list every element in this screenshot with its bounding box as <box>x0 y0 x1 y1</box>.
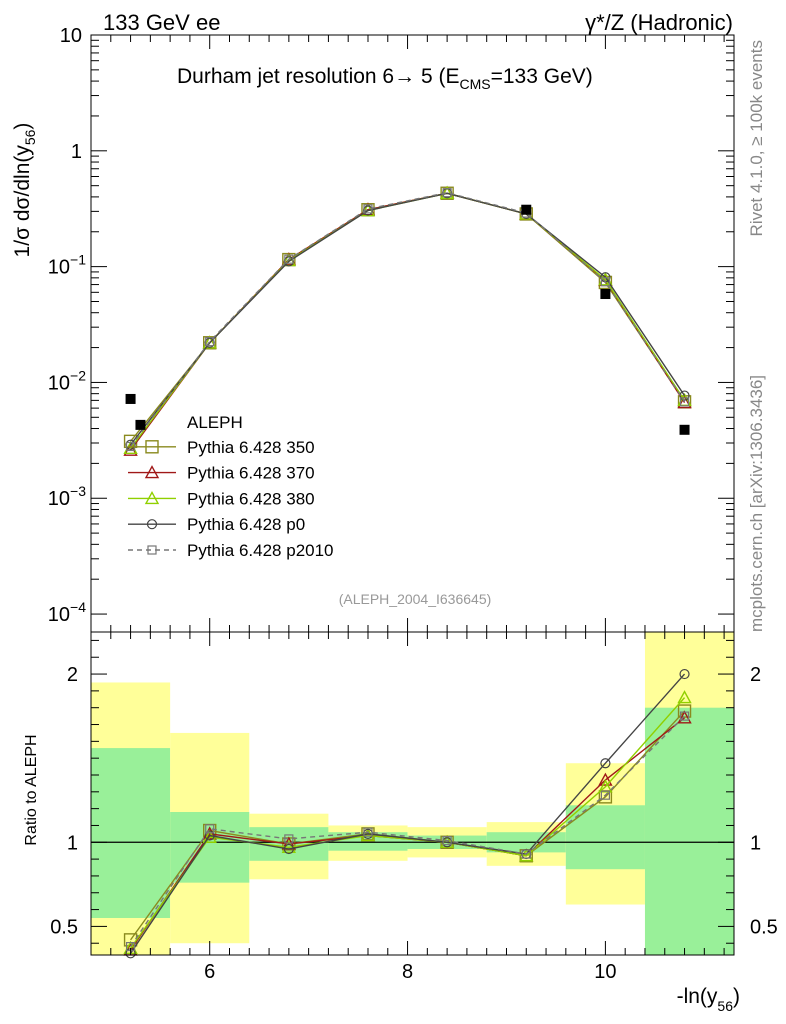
main-series-line-p350 <box>130 192 686 442</box>
ratio-point-p380 <box>677 690 692 704</box>
main-y-tick-label: 10−4 <box>48 599 86 626</box>
x-tick-label: 10 <box>594 961 616 983</box>
main-point-p2010 <box>600 277 611 287</box>
main-title-text: Durham jet resolution 6→ 5 (E <box>177 65 459 88</box>
data-point-aleph <box>521 204 532 215</box>
ratio-point-p0 <box>204 830 215 841</box>
ratio-point-p2010 <box>679 711 690 721</box>
header-left: 133 GeV ee <box>103 10 220 35</box>
main-point-p2010 <box>205 337 215 347</box>
ratio-point-p370 <box>677 710 692 724</box>
legend-label-aleph: ALEPH <box>187 413 243 432</box>
ratio-band-inner <box>170 812 250 883</box>
ratio-y-tick-label-left: 2 <box>67 664 78 686</box>
rivet-label: Rivet 4.1.0, ≥ 100k events <box>747 40 766 236</box>
main-point-p380 <box>598 272 613 286</box>
main-y-tick-label-base: 10 <box>48 372 70 394</box>
main-y-tick-label-exp: −2 <box>70 367 86 383</box>
main-series-line-p380 <box>130 192 686 449</box>
ratio-series-line-p380 <box>129 697 686 949</box>
data-point-aleph <box>125 393 136 404</box>
ratio-point-p2010 <box>205 824 215 834</box>
ratio-y-tick-label-right: 2 <box>750 664 761 686</box>
ratio-y-label: Ratio to ALEPH <box>23 734 40 845</box>
main-point-p370 <box>677 395 692 409</box>
ratio-frame <box>90 631 735 956</box>
ratio-point-p370 <box>598 772 613 786</box>
main-y-label: 1/σ dσ/dln(y56) <box>11 123 38 258</box>
ratio-band-inner <box>91 748 171 918</box>
main-title-sub: CMS <box>459 76 490 92</box>
main-point-p2010 <box>442 188 452 198</box>
legend-label-p0: Pythia 6.428 p0 <box>187 515 305 534</box>
ratio-point-p0 <box>600 758 611 769</box>
ratio-panel: 0.5 0.5 1 1 2 2 6 8 10 Ratio to ALEPH -ln(y56) <box>23 631 778 1014</box>
x-axis-label-tail: ) <box>733 985 740 1008</box>
ratio-y-tick-label-left: 1 <box>67 832 78 854</box>
legend-marker-p0 <box>146 519 158 530</box>
data-point-aleph <box>135 419 146 430</box>
analysis-tag: (ALEPH_2004_I636645) <box>339 591 492 607</box>
ratio-point-p2010 <box>363 827 373 837</box>
legend-label-p350: Pythia 6.428 350 <box>187 438 315 457</box>
x-tick-label: 6 <box>204 961 215 983</box>
ratio-point-p2010 <box>442 836 452 846</box>
main-y-label-tail: ) <box>11 123 34 130</box>
main-y-tick-label: 10−3 <box>48 483 86 510</box>
main-y-tick-label: 10−2 <box>48 367 86 394</box>
ratio-y-tick-label-left: 0.5 <box>50 916 78 938</box>
ratio-point-p0 <box>283 843 294 855</box>
main-y-label-text: 1/σ dσ/dln(y <box>11 145 34 258</box>
legend-marker-p2010 <box>147 545 157 555</box>
x-axis-label-text: -ln(y <box>677 985 718 1008</box>
main-y-tick-label-exp: −1 <box>70 252 86 268</box>
mcplots-label: mcplots.cern.ch [arXiv:1306.3436] <box>747 375 766 632</box>
main-y-label-sub: 56 <box>22 129 38 145</box>
main-y-tick-label: 10 <box>60 25 82 47</box>
legend-marker-p350 <box>145 440 159 454</box>
main-y-tick-label-exp: −3 <box>70 483 86 499</box>
ratio-band-inner <box>644 707 734 955</box>
main-y-tick-label: 1 <box>71 141 82 163</box>
main-point-p2010 <box>363 204 373 214</box>
main-point-p370 <box>123 442 138 456</box>
ratio-point-p380 <box>281 839 297 854</box>
ratio-point-p380 <box>519 848 534 862</box>
main-y-tick-label: 10−1 <box>48 252 86 279</box>
data-point-aleph <box>600 289 611 300</box>
x-tick-label: 8 <box>402 961 413 983</box>
data-point-aleph <box>679 424 690 435</box>
main-y-tick-label-exp: −4 <box>70 599 86 615</box>
main-title-tail: =133 GeV) <box>491 65 593 88</box>
ratio-point-p2010 <box>521 849 531 859</box>
legend: ALEPH Pythia 6.428 350 Pythia 6.428 370 Pyt… <box>128 413 334 560</box>
ratio-y-tick-label-right: 0.5 <box>750 916 778 938</box>
main-series-line-p0 <box>130 192 686 446</box>
ratio-point-p0 <box>679 668 690 680</box>
x-axis-label: -ln(y56) <box>677 985 740 1014</box>
legend-marker-p380 <box>144 490 160 505</box>
main-series-line-p2010 <box>130 191 686 447</box>
ratio-point-p2010 <box>600 790 611 800</box>
ratio-point-p2010 <box>284 834 294 844</box>
main-title: Durham jet resolution 6→ 5 (ECMS=133 GeV… <box>177 65 593 92</box>
main-point-p2010 <box>284 254 294 264</box>
ratio-band-inner <box>565 805 645 870</box>
header-right: γ*/Z (Hadronic) <box>585 10 733 35</box>
main-y-tick-label-base: 10 <box>48 488 70 510</box>
ratio-y-tick-label-right: 1 <box>750 832 761 854</box>
x-axis-label-sub: 56 <box>717 998 733 1014</box>
main-series-line-p370 <box>130 192 686 451</box>
ratio-series-line-p0 <box>129 673 686 954</box>
legend-label-p2010: Pythia 6.428 p2010 <box>187 541 334 560</box>
legend-label-p380: Pythia 6.428 380 <box>187 489 315 508</box>
legend-label-p370: Pythia 6.428 370 <box>187 464 315 483</box>
legend-marker-p370 <box>144 465 160 479</box>
main-y-tick-label-base: 10 <box>48 257 70 279</box>
main-point-p2010 <box>679 397 690 407</box>
ratio-series-line-p2010 <box>129 715 686 947</box>
main-y-tick-label-base: 10 <box>48 604 70 626</box>
